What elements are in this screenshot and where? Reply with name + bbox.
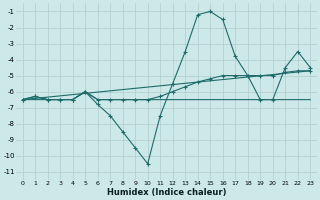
- X-axis label: Humidex (Indice chaleur): Humidex (Indice chaleur): [107, 188, 226, 197]
